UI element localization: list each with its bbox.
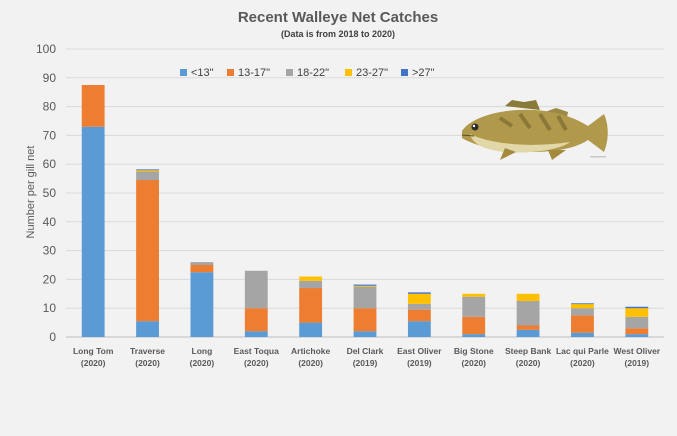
x-tick-label: Steep Bank (505, 346, 552, 356)
bar-segment (136, 169, 159, 171)
bar-segment (353, 285, 377, 287)
y-tick-label: 60 (43, 157, 57, 171)
legend-label: >27" (412, 67, 435, 79)
x-tick-year: (2020) (298, 358, 323, 368)
x-tick-label: Artichoke (291, 346, 330, 356)
x-tick-label: Big Stone (454, 346, 494, 356)
y-tick-label: 80 (43, 100, 57, 114)
x-tick-year: (2020) (81, 358, 106, 368)
legend-swatch (180, 69, 187, 76)
y-tick-label: 50 (43, 186, 57, 200)
legend-swatch (345, 69, 352, 76)
legend-swatch (286, 69, 293, 76)
bar-segment (299, 276, 323, 281)
bar-segment (462, 334, 486, 337)
legend-label: 18-22" (297, 67, 329, 79)
bar-segment (136, 321, 159, 337)
bar-segment (353, 284, 377, 286)
bar-segment (571, 303, 594, 309)
bar-segment (571, 332, 594, 337)
bar-segment (462, 316, 486, 335)
bar-segment (516, 301, 540, 326)
x-tick-year: (2020) (461, 358, 486, 368)
y-tick-label: 20 (43, 272, 57, 286)
y-tick-label: 40 (43, 215, 57, 229)
chart-title: Recent Walleye Net Catches (238, 9, 438, 26)
bar-segment (571, 303, 594, 305)
bars (81, 85, 649, 337)
bar-segment (299, 288, 323, 323)
bar-segment (353, 331, 377, 337)
bar-segment (353, 308, 377, 332)
bar-segment (625, 316, 649, 329)
bar-segment (190, 272, 214, 337)
bar-segment (407, 293, 431, 304)
x-tick-label: Traverse (130, 346, 165, 356)
bar-segment (136, 171, 159, 181)
bar-segment (625, 328, 649, 335)
bar-segment (625, 308, 649, 317)
x-tick-label: West Oliver (614, 346, 661, 356)
x-tick-label: Long (192, 346, 213, 356)
legend-label: <13" (191, 67, 214, 79)
x-tick-year: (2019) (625, 358, 650, 368)
bar-segment (353, 286, 377, 309)
y-tick-label: 70 (43, 128, 57, 142)
legend: <13" 13-17" 18-22" 23-27" >27" (180, 67, 435, 79)
x-tick-labels: Long Tom (2020) Traverse (2020) Long (2020) Ea… (73, 346, 661, 368)
bar-segment (244, 270, 268, 309)
y-tick-labels: 0 10 20 30 40 50 60 70 80 90 100 (36, 42, 56, 344)
x-tick-label: Long Tom (73, 346, 114, 356)
bar-segment (407, 292, 431, 294)
bar-segment (136, 169, 159, 172)
bar-segment (516, 325, 540, 330)
y-tick-label: 0 (49, 330, 56, 344)
legend-swatch (401, 69, 408, 76)
legend-label: 13-17" (238, 67, 270, 79)
y-tick-label: 30 (43, 244, 57, 258)
bar-segment (407, 321, 431, 337)
x-tick-year: (2019) (407, 358, 432, 368)
bar-segment (190, 265, 214, 273)
bar-segment (299, 322, 323, 337)
bar-segment (571, 308, 594, 316)
bar-segment (462, 296, 486, 317)
x-tick-year: (2020) (190, 358, 215, 368)
legend-label: 23-27" (356, 67, 388, 79)
bar-segment (625, 306, 649, 309)
bar-segment (516, 329, 540, 337)
x-tick-year: (2020) (135, 358, 160, 368)
bar-segment (81, 85, 105, 127)
x-tick-year: (2020) (570, 358, 595, 368)
bar-segment (516, 293, 540, 301)
gridlines (66, 48, 664, 338)
y-tick-label: 10 (43, 301, 57, 315)
chart-subtitle: (Data is from 2018 to 2020) (281, 29, 395, 39)
bar-segment (136, 180, 159, 322)
bar-segment (244, 331, 268, 337)
x-tick-year: (2019) (353, 358, 378, 368)
x-tick-year: (2020) (244, 358, 269, 368)
x-tick-year: (2020) (516, 358, 541, 368)
bar-segment (407, 309, 431, 322)
bar-segment (625, 334, 649, 337)
walleye-fish-image (461, 100, 608, 160)
legend-swatch (227, 69, 234, 76)
bar-segment (571, 315, 594, 333)
x-tick-label: East Oliver (397, 346, 442, 356)
y-tick-label: 90 (43, 71, 57, 85)
bar-segment (81, 126, 105, 337)
x-tick-label: Lac qui Parle (556, 346, 609, 356)
x-tick-label: East Toqua (234, 346, 279, 356)
bar-segment (244, 308, 268, 332)
bar-segment (462, 293, 486, 297)
bar-segment (190, 262, 214, 265)
y-tick-label: 100 (36, 42, 56, 56)
x-tick-label: Del Clark (347, 346, 384, 356)
y-axis-label: Number per gill net (25, 146, 37, 239)
bar-segment (407, 303, 431, 310)
bar-segment (299, 280, 323, 289)
